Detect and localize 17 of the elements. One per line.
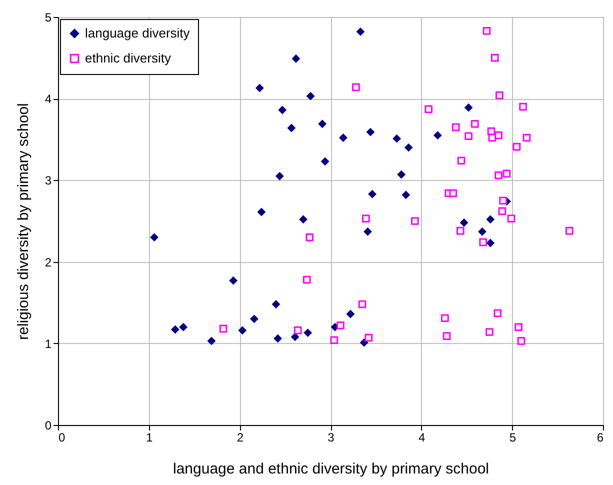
x-tick-label: 5	[509, 430, 516, 444]
x-tick-label: 1	[146, 430, 153, 444]
x-axis-title: language and ethnic diversity by primary school	[172, 460, 490, 478]
x-tick-label: 2	[236, 430, 244, 444]
y-tick-label: 2	[44, 255, 52, 270]
y-axis-title: religious diversity by primary school	[14, 103, 32, 340]
legend-label: language diversity	[85, 26, 190, 40]
x-tick-label: 4	[418, 430, 426, 444]
x-tick-label: 0	[58, 430, 66, 444]
y-tick-label: 3	[44, 174, 52, 188]
x-tick-label: 6	[596, 430, 604, 444]
y-tick-label: 0	[44, 418, 52, 432]
legend-label: ethnic diversity	[85, 50, 172, 66]
y-tick-label: 1	[44, 336, 52, 351]
y-tick-label: 5	[44, 10, 52, 24]
y-tick-label: 4	[44, 92, 52, 106]
x-tick-label: 3	[328, 430, 335, 444]
